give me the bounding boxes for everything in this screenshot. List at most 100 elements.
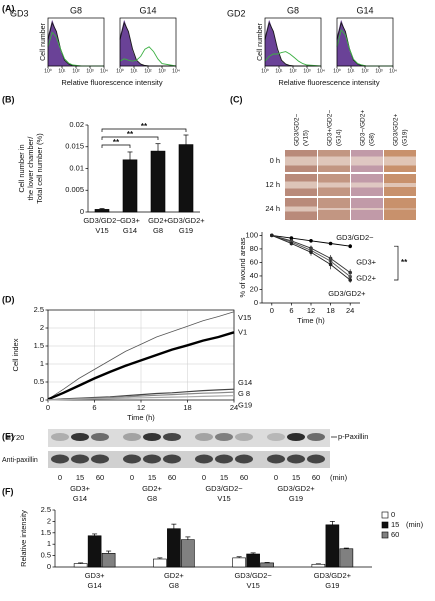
blot-band xyxy=(307,454,325,464)
x-tick-label: 18 xyxy=(326,306,334,315)
x-tick-label: G19 xyxy=(325,581,339,590)
blot-band xyxy=(215,454,233,464)
blot-band xyxy=(235,433,253,441)
marker xyxy=(289,236,294,240)
x-tick-label: 10² xyxy=(289,68,297,74)
y-axis-label: Cell number xyxy=(257,22,264,60)
y-axis-label: Cell number in xyxy=(17,144,26,192)
column-header: (G19) xyxy=(402,129,409,146)
x-tick-label: 10³ xyxy=(303,68,311,74)
bar xyxy=(246,553,260,568)
x-axis-label: Time (h) xyxy=(127,413,155,422)
plot-title: G14 xyxy=(356,5,373,15)
histogram-line xyxy=(119,46,177,67)
blot-band xyxy=(163,454,181,464)
x-axis-label: Relative fluorescence intensity xyxy=(278,78,380,87)
blot-strip xyxy=(48,451,330,468)
y-tick-label: 1.5 xyxy=(34,341,44,350)
x-tick-label: 10⁴ xyxy=(389,68,397,74)
blot-band xyxy=(143,454,161,464)
x-tick-label: V15 xyxy=(95,226,108,235)
group-label: GD3+ xyxy=(70,484,90,493)
series-line xyxy=(47,391,235,401)
blot-band xyxy=(195,454,213,464)
y-tick-label: 40 xyxy=(250,271,258,280)
blot-band xyxy=(267,454,285,464)
x-tick-label: 10¹ xyxy=(347,68,355,74)
legend-swatch xyxy=(381,521,389,529)
time-label: 60 xyxy=(96,473,104,482)
marker xyxy=(309,250,313,255)
significance-label: ** xyxy=(401,258,408,267)
y-tick-label: 2 xyxy=(47,516,51,525)
row-label: 12 h xyxy=(265,180,280,189)
bar xyxy=(153,558,167,568)
column-header: (G14) xyxy=(336,129,343,146)
series-label: GD3/GD2+ xyxy=(328,289,366,298)
marker xyxy=(270,233,274,238)
blot-band xyxy=(123,433,141,441)
legend-title: (min) xyxy=(406,520,424,529)
legend-swatch xyxy=(381,511,389,519)
blot-band xyxy=(307,433,325,441)
x-tick-label: GD2+ xyxy=(164,571,184,580)
bar xyxy=(339,548,354,568)
panel-label: (B) xyxy=(2,94,15,104)
histogram-area xyxy=(336,19,393,67)
group-label: G14 xyxy=(73,494,87,503)
wound-gap xyxy=(285,156,317,166)
x-tick-label: GD3/GD2+ xyxy=(167,216,205,225)
marker xyxy=(348,270,353,275)
x-tick-label: G8 xyxy=(169,581,179,590)
y-axis-label: Cell index xyxy=(11,338,20,371)
x-tick-label: G14 xyxy=(123,226,137,235)
y-tick-label: 0.5 xyxy=(41,551,51,560)
bar xyxy=(87,535,102,568)
x-tick-label: GD2+ xyxy=(148,216,168,225)
x-tick-label: 24 xyxy=(346,306,354,315)
bar xyxy=(232,557,246,568)
wound-gap xyxy=(285,181,317,189)
bar xyxy=(260,562,274,568)
column-header: GD3/GD2− xyxy=(294,113,301,146)
blot-band xyxy=(91,433,109,441)
marker xyxy=(328,241,333,246)
time-label: 60 xyxy=(168,473,176,482)
panel-label: (F) xyxy=(2,486,14,496)
y-tick-label: 0.01 xyxy=(69,163,84,172)
panel-label: (E) xyxy=(2,431,14,441)
time-label: 60 xyxy=(312,473,320,482)
group-label: V15 xyxy=(217,494,230,503)
wound-gap xyxy=(318,208,350,210)
significance-label: ** xyxy=(127,130,134,139)
significance-bracket xyxy=(394,245,399,281)
blot-strip xyxy=(48,429,330,447)
blot-band xyxy=(71,433,89,441)
wound-gap xyxy=(351,156,383,166)
x-tick-label: 10¹ xyxy=(130,68,138,74)
y-tick-label: 1 xyxy=(40,359,44,368)
histogram-area xyxy=(119,19,176,67)
x-tick-label: GD3/GD2+ xyxy=(314,571,352,580)
blot-band xyxy=(51,454,69,464)
time-label: 0 xyxy=(130,473,134,482)
row-label: 0 h xyxy=(270,156,280,165)
group-label: G8 xyxy=(147,494,157,503)
x-tick-label: 10³ xyxy=(375,68,383,74)
y-tick-label: 1.5 xyxy=(41,528,51,537)
legend-label: 15 xyxy=(391,520,399,529)
blot-band xyxy=(287,454,305,464)
bar xyxy=(122,159,138,213)
series-label: G 8 xyxy=(238,389,250,398)
histogram-area xyxy=(47,19,104,67)
time-label: 60 xyxy=(240,473,248,482)
group-label: GD3/GD2+ xyxy=(277,484,315,493)
x-tick-label: 10² xyxy=(72,68,80,74)
x-tick-label: G8 xyxy=(153,226,163,235)
series-label: GD3+ xyxy=(356,258,376,267)
x-tick-label: 12 xyxy=(137,403,145,412)
x-tick-label: 10⁰ xyxy=(261,68,269,74)
blot-band xyxy=(287,433,305,441)
series-label: GD3/GD2− xyxy=(336,233,374,242)
